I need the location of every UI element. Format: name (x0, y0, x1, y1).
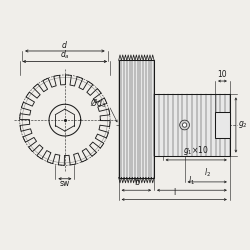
Text: $g_2$: $g_2$ (238, 120, 248, 130)
Text: $l_1$: $l_1$ (188, 175, 196, 187)
Circle shape (182, 123, 187, 127)
Bar (154, 94, 230, 156)
Circle shape (180, 120, 190, 130)
Text: l: l (173, 188, 175, 196)
Text: $d$: $d$ (62, 39, 68, 50)
Text: $g_1$×10: $g_1$×10 (183, 144, 209, 157)
Text: sw: sw (60, 180, 70, 188)
Text: $l_2$: $l_2$ (204, 166, 211, 179)
Text: 10: 10 (218, 70, 227, 78)
Bar (119, 60, 154, 178)
Text: $Ød_3$: $Ød_3$ (90, 96, 106, 110)
Text: b: b (134, 178, 139, 187)
Text: $d_a$: $d_a$ (60, 48, 70, 61)
Bar (215, 112, 230, 138)
